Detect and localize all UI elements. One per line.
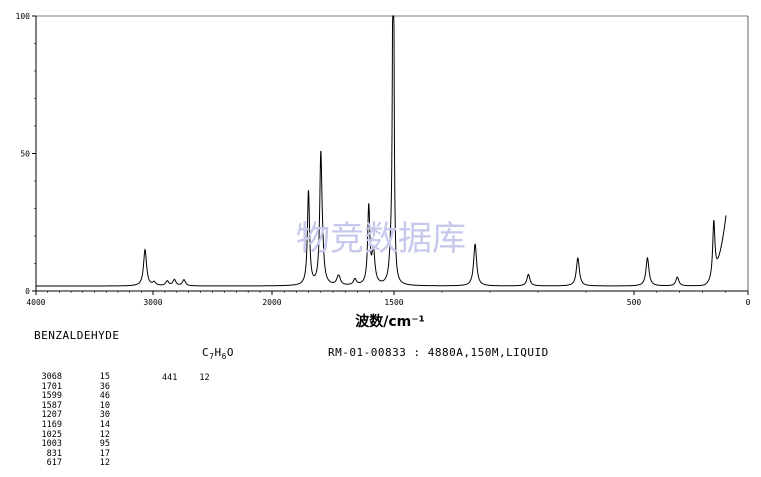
peak-table-row: 1587 10 [34, 400, 110, 412]
peak-table-row: 1599 46 [34, 392, 110, 402]
extra-intensity: 12 [199, 373, 210, 383]
peak-intensity: 12 [99, 458, 110, 469]
formula-carbon: C [202, 346, 210, 359]
peak-table-row: 1701 36 [34, 381, 110, 393]
x-tick-label: 2000 [262, 298, 281, 307]
x-tick-label: 1500 [384, 298, 403, 307]
peak-wavenumber: 1169 [41, 419, 62, 430]
peak-wavenumber: 1207 [41, 410, 62, 421]
peak-intensity: 15 [99, 372, 110, 382]
spectrum-trace [36, 15, 727, 287]
peak-intensity: 17 [99, 448, 110, 459]
peak-intensity: 10 [99, 400, 110, 411]
x-tick-label: 500 [627, 298, 642, 307]
y-tick-label: 0 [25, 287, 30, 296]
y-tick-label: 100 [16, 12, 31, 21]
formula-hydrogen-count: 6 [221, 352, 227, 362]
peak-table-row: 831 17 [34, 448, 110, 460]
compound-name: BENZALDEHYDE [34, 329, 120, 342]
peak-intensity: 30 [99, 410, 110, 421]
peak-wavenumber: 1025 [41, 429, 62, 440]
peak-table-row: 1207 30 [34, 411, 110, 421]
peak-table-row: 3068 15 [34, 372, 110, 383]
peak-table-extra: 441 12 [162, 373, 232, 383]
x-tick-label: 0 [746, 298, 751, 307]
peak-wavenumber: 1003 [41, 439, 62, 450]
peak-table-row: 1025 12 [34, 429, 110, 441]
watermark: 物竞数据库 [296, 219, 466, 259]
peak-wavenumber: 1599 [41, 391, 62, 402]
extra-wavenumber: 441 [162, 373, 178, 383]
peak-wavenumber: 617 [46, 458, 62, 469]
x-tick-label: 3000 [143, 298, 162, 307]
peak-intensity: 95 [99, 439, 110, 450]
x-tick-label: 4000 [26, 298, 45, 307]
formula-carbon-count: 7 [209, 352, 215, 362]
molecular-formula: C7H6O [202, 346, 234, 361]
spectrum-info: RM-01-00833 : 4880A,150M,LIQUID [328, 346, 549, 359]
peak-table: 3068 15 1701 36 1599 46 1587 10 1207 30 1169 14 1025… [34, 372, 110, 469]
peak-wavenumber: 3068 [41, 372, 62, 382]
peak-wavenumber: 1701 [41, 381, 62, 392]
peak-intensity: 14 [99, 419, 110, 430]
peak-wavenumber: 1587 [41, 400, 62, 411]
formula-hydrogen: H [214, 346, 222, 359]
peak-intensity: 12 [99, 429, 110, 440]
peak-intensity: 46 [99, 391, 110, 402]
raman-spectrum-chart: 4000 3000 2000 1500 500 0 0 50 100 物竞数据库 波数/cm⁻… [16, 12, 751, 330]
x-axis-ticks: 4000 3000 2000 1500 500 0 [26, 291, 751, 307]
x-axis-label: 波数/cm⁻¹ [355, 313, 425, 330]
peak-wavenumber: 831 [46, 448, 62, 459]
peak-table-row: 1003 95 [34, 440, 110, 450]
peak-table-row: 617 12 [34, 459, 110, 469]
formula-oxygen: O [226, 346, 235, 359]
peak-intensity: 36 [99, 381, 110, 392]
y-axis-ticks: 0 50 100 [16, 12, 36, 296]
peak-table-row: 1169 14 [34, 419, 110, 431]
y-tick-label: 50 [20, 150, 30, 159]
